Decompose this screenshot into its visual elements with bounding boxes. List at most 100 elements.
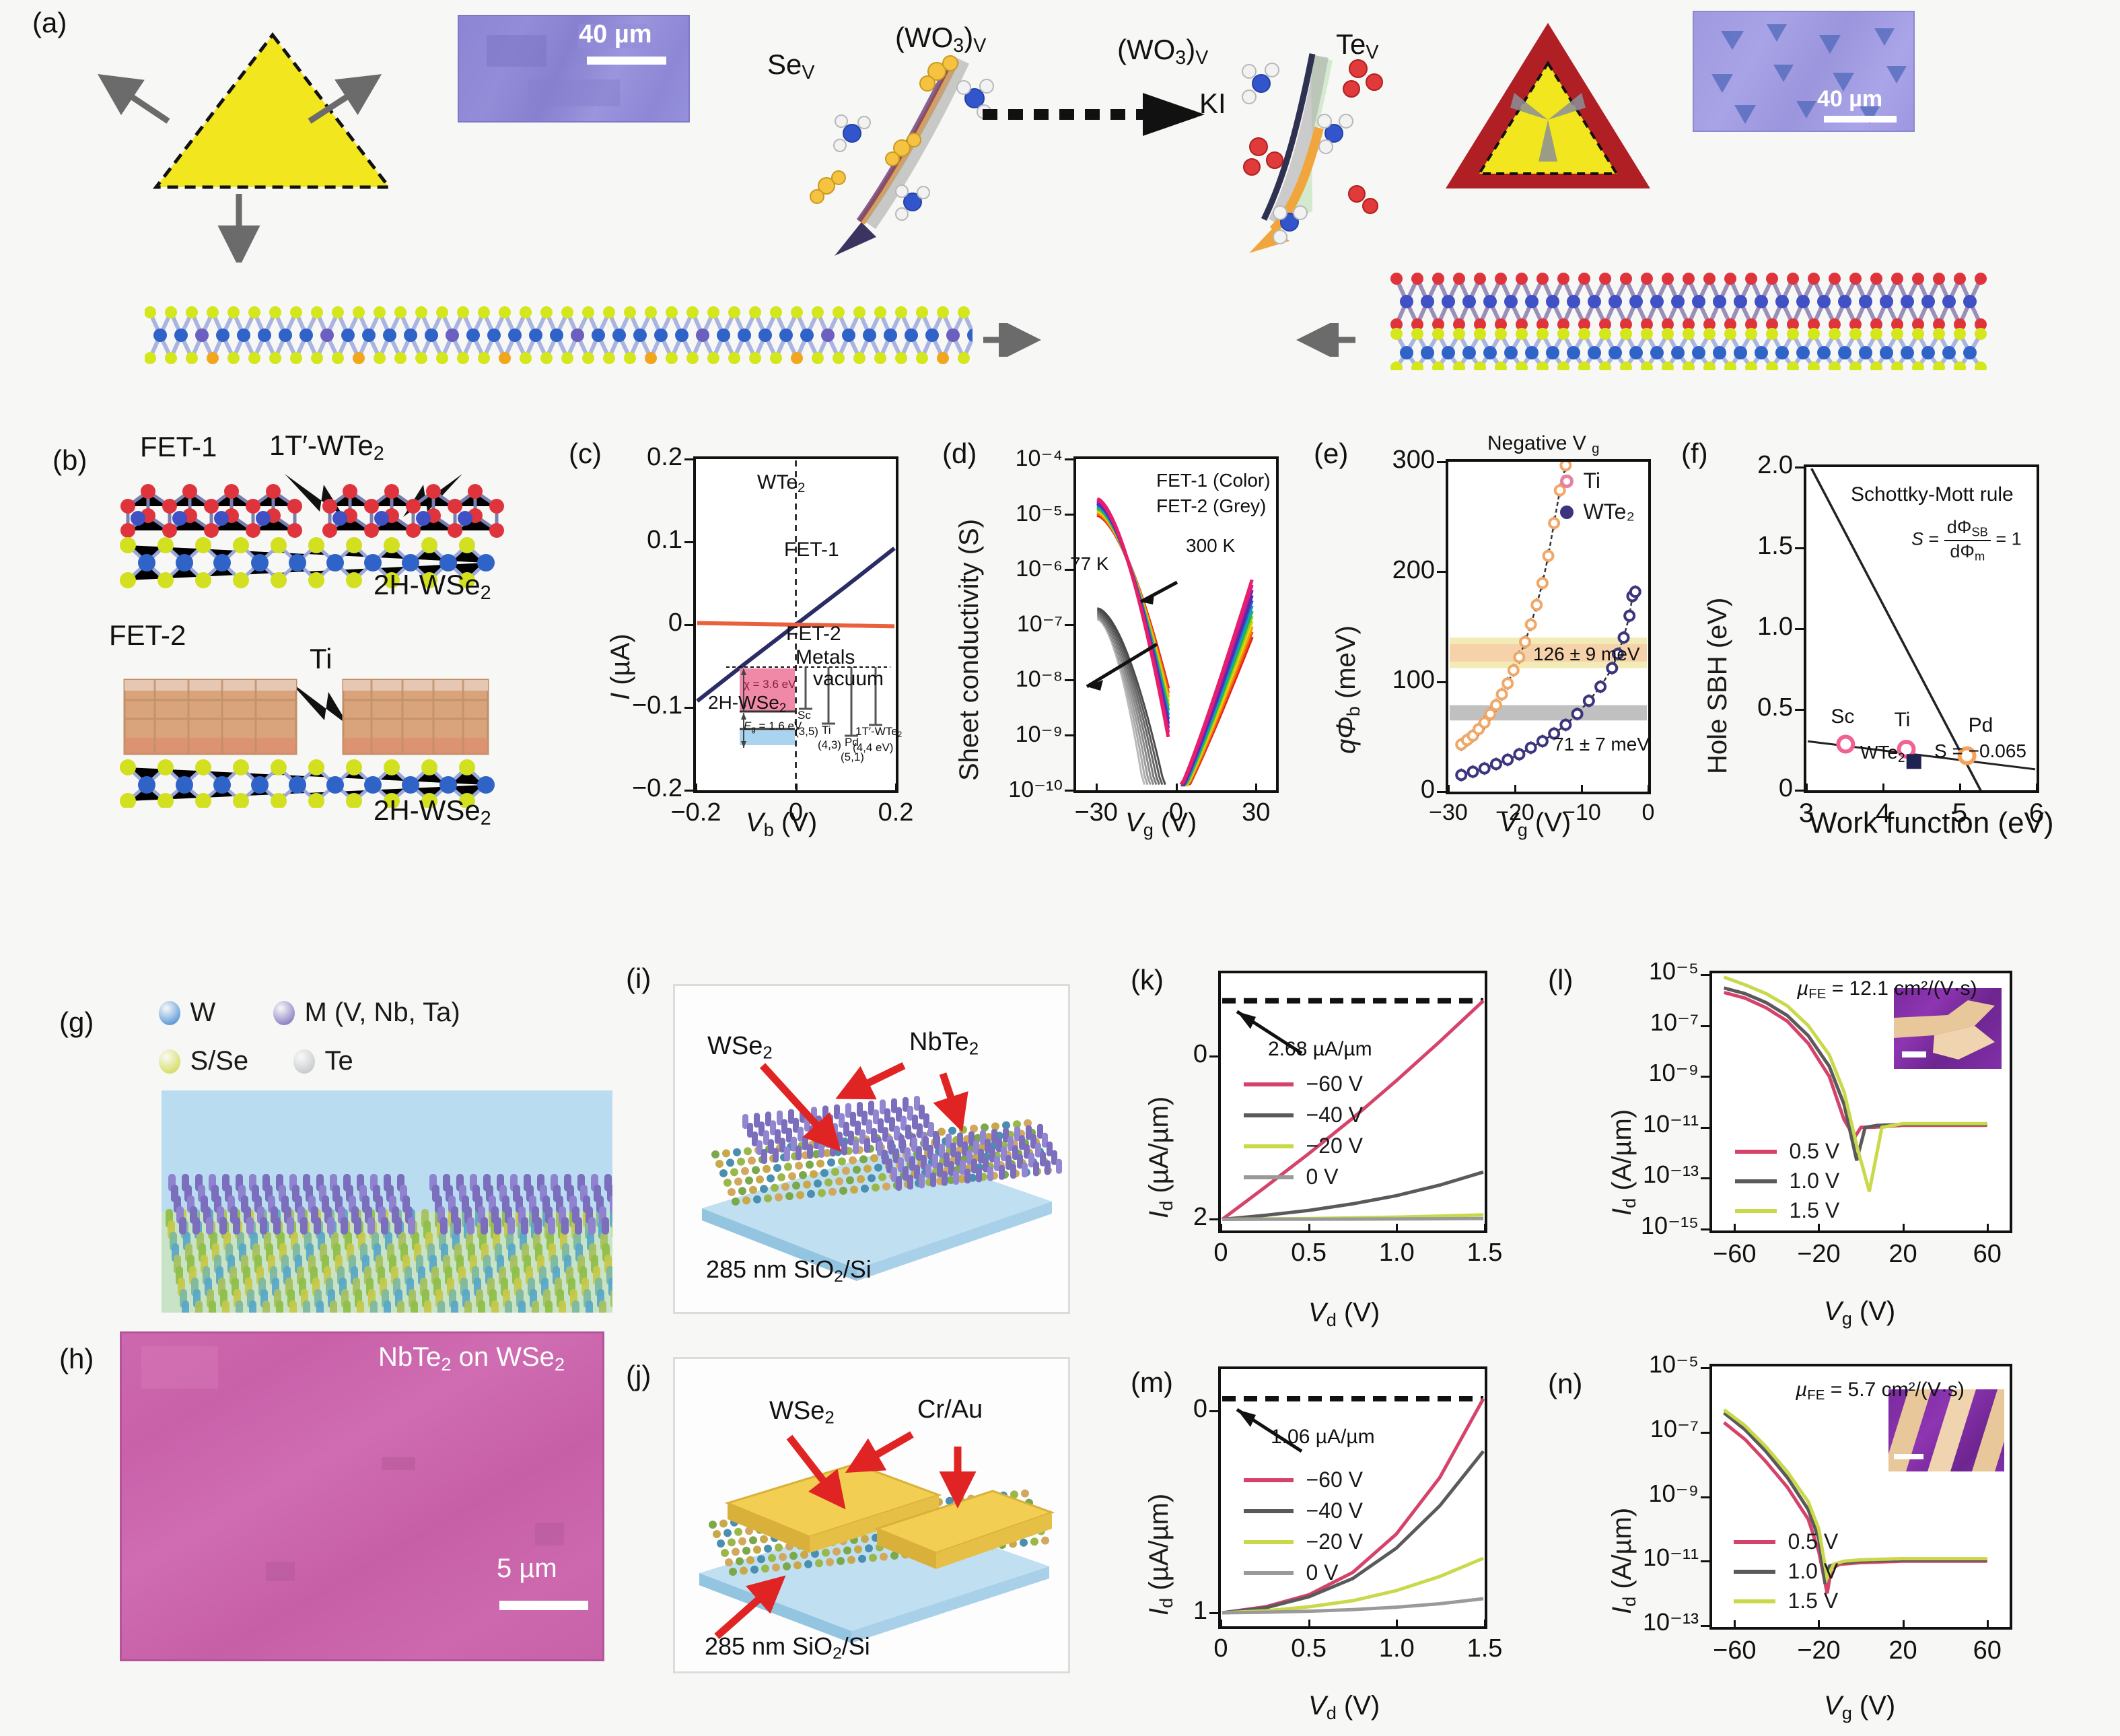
legend-swatch [1244,1478,1294,1482]
tick-mark [1795,466,1804,468]
annot-e-wte2-band: 71 ± 7 meV [1553,734,1650,755]
legend-item-w: W [159,998,215,1028]
annot-d-77k: 77 K [1070,553,1109,574]
tick-mark [1701,974,1710,976]
inset-metals-label: Metals [796,646,855,668]
tick-mark [1209,1055,1219,1058]
process-arrow [983,93,1205,136]
tick-label: 0 [1778,774,1793,803]
inset-vacuum-label: vacuum [813,668,884,690]
axis-label-m-x: Vd (V) [1308,1691,1380,1723]
inset-micrograph-n [1888,1389,2004,1471]
plot-f-curves [1807,468,2036,816]
legend-marker [1560,505,1574,519]
point-label-pd: Pd [1968,714,1993,736]
legend-item[interactable]: WTe₂ [1560,499,1635,524]
point-label-ti: Ti [1894,709,1911,732]
plot-n-axes [1709,1364,2012,1630]
tick-mark [1701,1076,1710,1078]
tick-mark [684,458,694,460]
legend-item[interactable]: 0 V [1244,1165,1338,1189]
inset-pd-label: Pd [845,736,859,749]
scalebar-h [499,1601,588,1610]
tick-label: 200 [1392,555,1435,584]
legend-swatch [1244,1144,1294,1148]
legend-item[interactable]: −60 V [1244,1467,1363,1492]
inset-micrograph-l-svg [1894,1000,1995,1060]
tick-mark [1902,1620,1905,1630]
inset-eg-label: Eg = 1.6 eV [744,720,802,734]
tick-mark [1484,1224,1486,1233]
tick-mark [1175,784,1178,793]
tick-label: 4 [1875,798,1891,828]
legend-sphere [159,1000,180,1025]
annot-c-wte2: WTe2 [757,471,806,496]
tick-mark [1795,547,1804,549]
tick-label: 20 [1888,1636,1917,1665]
annot-c-fet1: FET-1 [784,539,839,561]
label-fet1: FET-1 [140,431,217,462]
legend-item[interactable]: −40 V [1244,1103,1363,1127]
inset-sc-label: Sc [798,709,811,722]
tick-mark [895,784,897,793]
legend-label: S/Se [190,1046,249,1076]
tick-label: 0 [1168,798,1184,827]
axis-label-k-y: Id (µA/µm) [1144,1096,1176,1218]
tick-label: 20 [1888,1240,1917,1268]
tick-label: −20 [1495,800,1534,825]
tick-label: −10 [1562,800,1601,825]
tick-mark [1308,1224,1310,1233]
legend-label: −60 V [1306,1072,1363,1096]
tick-label: 60 [1973,1240,2002,1268]
legend-item[interactable]: −20 V [1244,1134,1363,1158]
equation-f: S = dΦSB dΦm = 1 [1911,517,2022,563]
title-f: Schottky-Mott rule [1851,483,2014,506]
panel-letter-b: (b) [52,444,87,476]
legend-item[interactable]: −20 V [1244,1529,1363,1554]
legend-item[interactable]: 0 V [1244,1560,1338,1585]
panel-g-lattice-svg [162,1090,612,1313]
legend-item[interactable]: 1.5 V [1734,1589,1838,1613]
wte2-on-wse2-triangle-schematic [1446,23,1650,188]
legend-item[interactable]: −60 V [1244,1072,1363,1097]
inset-pd-wf: (5,1) [841,751,864,763]
lattice-arrow-left [983,323,1041,357]
legend-item[interactable]: 1.0 V [1734,1559,1838,1584]
legend-item[interactable]: 1.5 V [1735,1198,1839,1223]
tick-mark [1065,734,1074,736]
tick-label: 1.0 [1378,1634,1415,1663]
legend-item[interactable]: Ti [1560,468,1600,493]
label-j-crau: Cr/Au [917,1395,983,1424]
label-j-wse2: WSe2 [769,1397,835,1428]
panel-letter-m: (m) [1131,1366,1173,1398]
legend-swatch [1244,1539,1294,1544]
tick-mark [1701,1177,1710,1180]
tick-mark [1396,1620,1399,1629]
legend-item[interactable]: 1.0 V [1735,1169,1839,1193]
axis-label-l-x: Vg (V) [1824,1296,1896,1329]
tick-mark [1308,1620,1310,1629]
tick-mark [1065,569,1074,571]
tick-mark [1220,1224,1222,1233]
tick-label: −30 [1074,798,1118,827]
caption-h: NbTe2 on WSe2 [378,1342,565,1375]
tick-label: 0.5 [1291,1634,1327,1663]
tick-label: 10⁻⁷ [1650,1008,1699,1036]
tick-label: −0.2 [631,774,682,803]
axis-label-c-y: I (µA) [606,633,635,700]
annot-e-ti-band: 126 ± 9 meV [1533,644,1640,664]
label-fet2: FET-2 [109,619,186,651]
tick-mark [1902,1224,1905,1233]
legend-label: −20 V [1306,1134,1363,1158]
panel-letter-e: (e) [1314,438,1349,469]
tick-label: −20 [1797,1636,1841,1665]
scalebar-a-right [1824,116,1897,123]
tick-label: 1.0 [1378,1239,1415,1267]
scalebar-label-h: 5 µm [497,1554,557,1583]
legend-item[interactable]: −40 V [1244,1498,1363,1523]
tick-mark [1581,785,1583,794]
legend-item[interactable]: 0.5 V [1735,1139,1839,1164]
tick-mark [1701,1126,1710,1129]
legend-item[interactable]: 0.5 V [1734,1529,1838,1554]
legend-label: −60 V [1306,1467,1363,1492]
